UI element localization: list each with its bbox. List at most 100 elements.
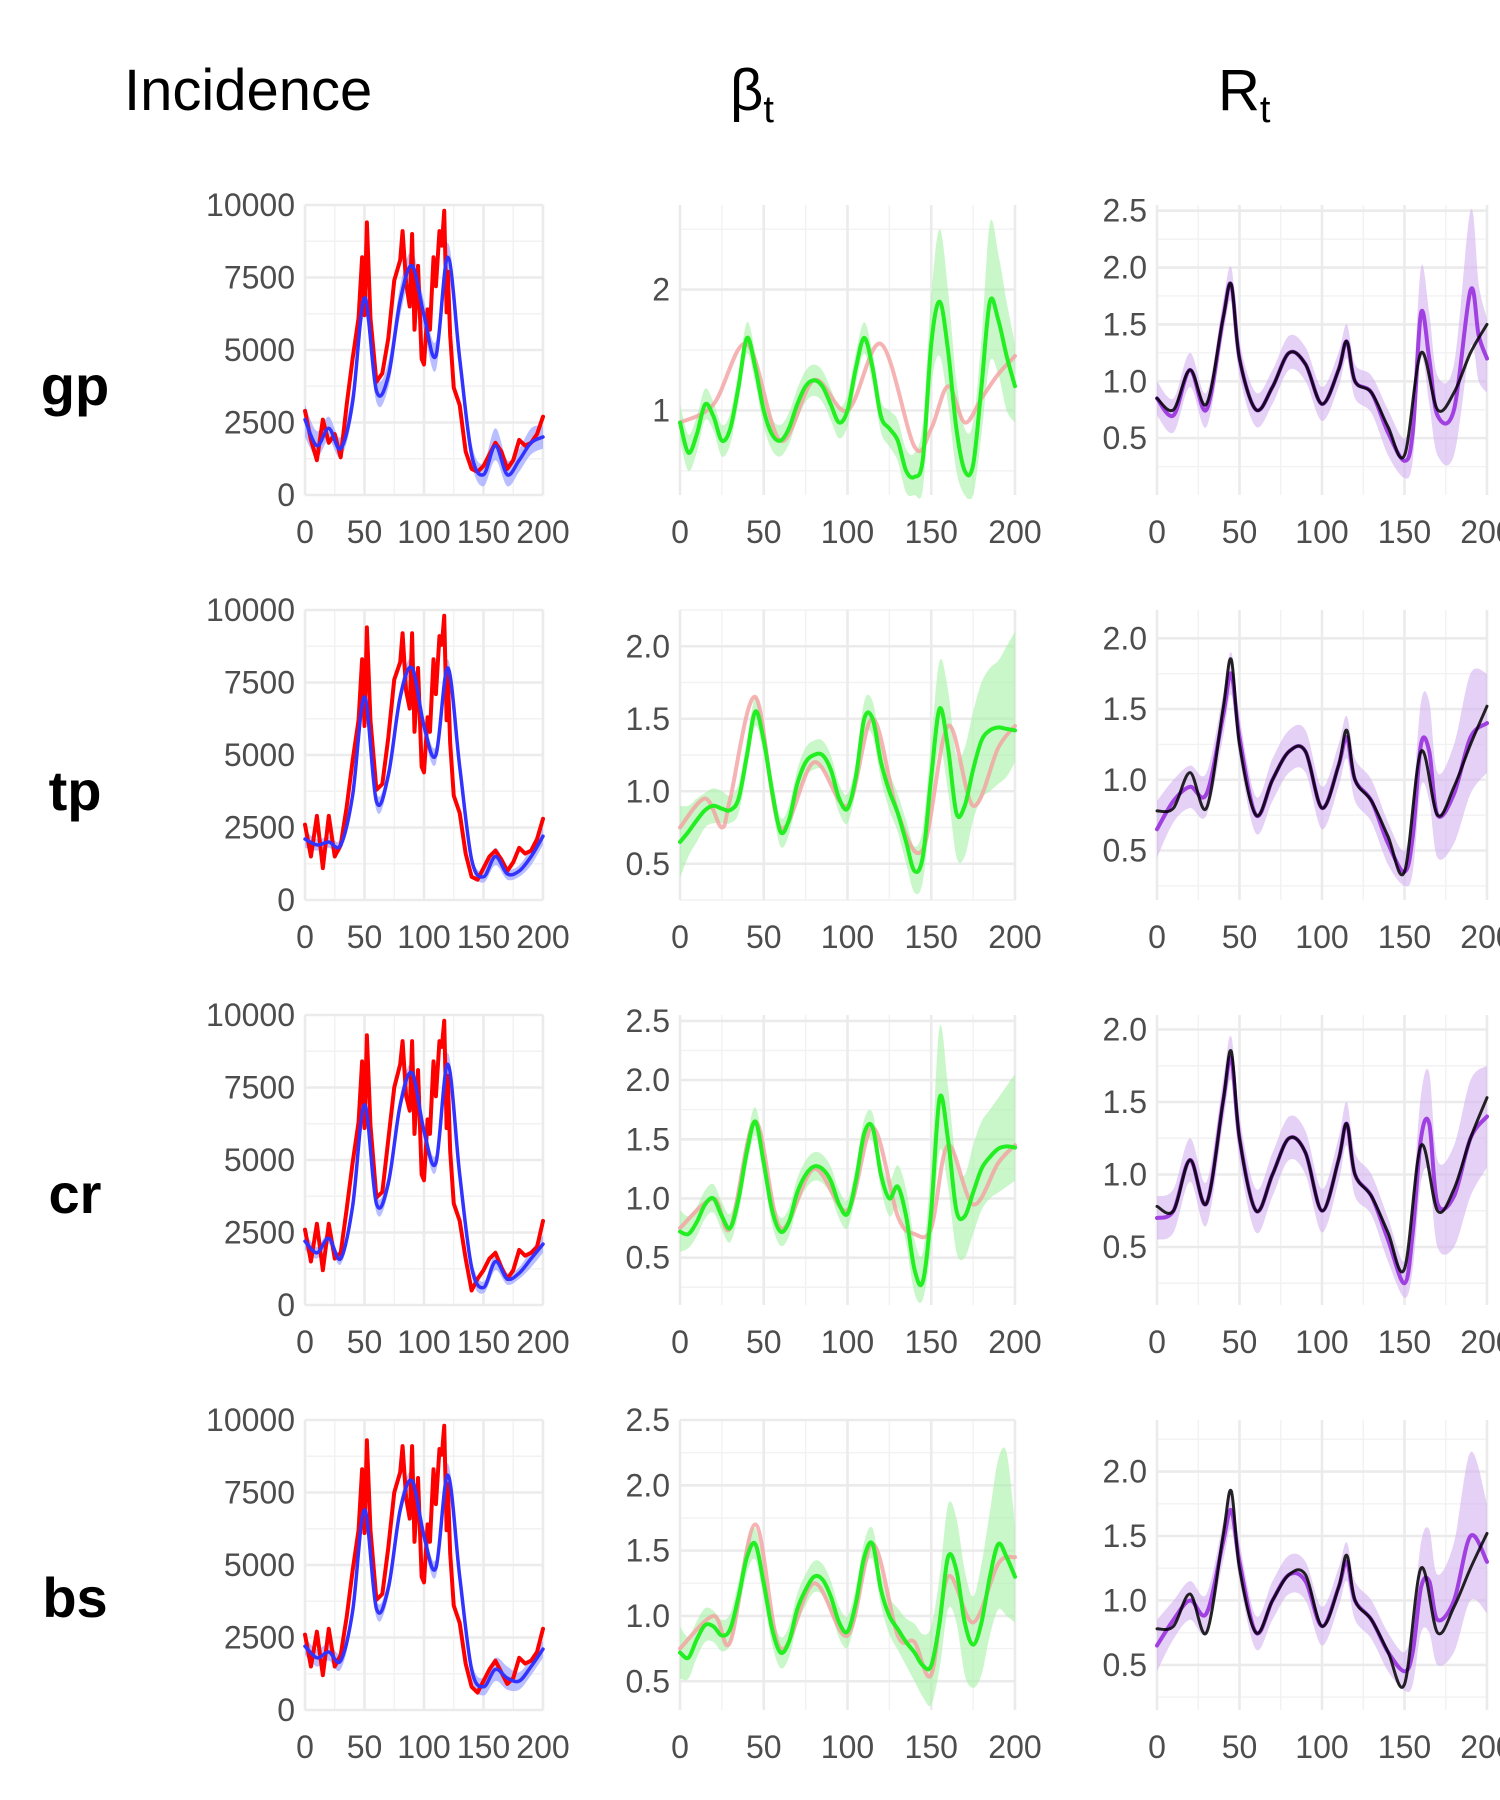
series-layer <box>1155 1451 1489 1693</box>
y-tick-label: 1.0 <box>1103 762 1147 798</box>
x-tick-label: 150 <box>457 1324 510 1360</box>
y-tick-label: 0 <box>277 1692 295 1728</box>
confidence-band <box>680 1447 1015 1707</box>
x-tick-label: 100 <box>397 1729 450 1765</box>
x-tick-label: 100 <box>1295 919 1348 955</box>
x-tick-label: 50 <box>347 1729 383 1765</box>
y-tick-label: 2.0 <box>1103 250 1147 286</box>
x-tick-label: 200 <box>1460 1729 1500 1765</box>
axis-tick-labels: 0.5 1.0 1.5 2.0 2.5 0 50 100 150 200 <box>626 1003 1042 1360</box>
row-label-bs: bs <box>42 1566 107 1629</box>
y-tick-label: 0 <box>277 1287 295 1323</box>
y-tick-label: 5000 <box>224 737 295 773</box>
series-layer <box>1155 652 1489 887</box>
y-tick-label: 2500 <box>224 1620 295 1656</box>
x-tick-label: 0 <box>1148 514 1166 550</box>
fitted-incidence-line <box>303 665 545 879</box>
x-tick-label: 50 <box>1222 514 1258 550</box>
confidence-band <box>1157 652 1487 887</box>
y-tick-label: 10000 <box>206 592 295 628</box>
x-tick-label: 150 <box>905 514 958 550</box>
x-tick-label: 200 <box>516 1729 569 1765</box>
y-tick-label: 1.5 <box>626 1121 670 1157</box>
y-tick-label: 0.5 <box>626 1240 670 1276</box>
observed-incidence-line <box>303 1423 545 1695</box>
y-tick-label: 1.0 <box>1103 1582 1147 1618</box>
fitted-incidence-line <box>303 1473 545 1689</box>
axis-tick-labels: 0 2500 5000 7500 10000 0 50 100 150 200 <box>206 592 570 955</box>
x-tick-label: 200 <box>516 1324 569 1360</box>
y-tick-label: 1.0 <box>626 1180 670 1216</box>
column-title-rt: Rt <box>1218 58 1271 131</box>
y-tick-label: 10000 <box>206 187 295 223</box>
x-tick-label: 200 <box>1460 1324 1500 1360</box>
y-tick-label: 0 <box>277 477 295 513</box>
panel-gp-beta: 1 2 0 50 100 150 200 <box>652 205 1042 550</box>
panel-cr-beta: 0.5 1.0 1.5 2.0 2.5 0 50 100 150 200 <box>626 1003 1042 1360</box>
row-label-tp: tp <box>49 759 102 822</box>
true-rt-line <box>1155 1049 1489 1274</box>
x-tick-label: 100 <box>1295 1324 1348 1360</box>
y-tick-label: 2.0 <box>626 628 670 664</box>
column-title-incidence: Incidence <box>124 58 372 123</box>
beta-estimate-line <box>678 706 1017 874</box>
beta-estimate-line <box>678 1093 1017 1288</box>
x-tick-label: 50 <box>1222 919 1258 955</box>
x-tick-label: 200 <box>1460 919 1500 955</box>
y-tick-label: 1.0 <box>626 1598 670 1634</box>
series-layer <box>303 613 545 883</box>
y-tick-label: 7500 <box>224 260 295 296</box>
row-label-gp: gp <box>41 354 109 417</box>
fitted-incidence-line <box>303 1062 545 1290</box>
panel-tp-rt: 0.5 1.0 1.5 2.0 0 50 100 150 200 <box>1103 610 1500 955</box>
y-tick-label: 0.5 <box>1103 420 1147 456</box>
y-tick-label: 5000 <box>224 1142 295 1178</box>
y-tick-label: 2.0 <box>626 1467 670 1503</box>
series-layer <box>678 631 1017 895</box>
y-tick-label: 2.5 <box>626 1402 670 1438</box>
true-rt-line <box>1155 1488 1489 1689</box>
axis-tick-labels: 0 2500 5000 7500 10000 0 50 100 150 200 <box>206 1402 570 1765</box>
axis-tick-labels: 0.5 1.0 1.5 2.0 0 50 100 150 200 <box>1103 1012 1500 1361</box>
y-tick-label: 2500 <box>224 405 295 441</box>
y-tick-label: 2500 <box>224 810 295 846</box>
y-tick-label: 7500 <box>224 665 295 701</box>
y-tick-label: 5000 <box>224 332 295 368</box>
series-layer <box>1155 1035 1489 1298</box>
x-tick-label: 200 <box>516 919 569 955</box>
x-tick-label: 150 <box>1378 1729 1431 1765</box>
x-tick-label: 50 <box>347 1324 383 1360</box>
x-tick-label: 50 <box>347 919 383 955</box>
x-tick-label: 200 <box>516 514 569 550</box>
y-tick-label: 7500 <box>224 1475 295 1511</box>
y-tick-label: 1.5 <box>1103 1084 1147 1120</box>
y-tick-label: 0.5 <box>626 846 670 882</box>
series-layer <box>678 1447 1017 1707</box>
column-title-beta: βt <box>730 58 774 131</box>
row-label-cr: cr <box>49 1162 102 1225</box>
y-tick-label: 2500 <box>224 1215 295 1251</box>
y-tick-label: 1.0 <box>1103 363 1147 399</box>
x-tick-label: 100 <box>397 919 450 955</box>
y-tick-label: 2.0 <box>1103 1012 1147 1048</box>
x-tick-label: 0 <box>296 1729 314 1765</box>
axis-tick-labels: 0.5 1.0 1.5 2.0 2.5 0 50 100 150 200 <box>626 1402 1042 1765</box>
confidence-band <box>680 1024 1015 1304</box>
x-tick-label: 0 <box>296 514 314 550</box>
y-tick-label: 5000 <box>224 1547 295 1583</box>
y-tick-label: 2.0 <box>1103 1454 1147 1490</box>
x-tick-label: 100 <box>1295 1729 1348 1765</box>
x-tick-label: 150 <box>905 919 958 955</box>
x-tick-label: 50 <box>746 1729 782 1765</box>
series-layer <box>303 1018 545 1294</box>
panel-cr-incidence: 0 2500 5000 7500 10000 0 50 100 150 200 <box>206 997 570 1360</box>
y-tick-label: 1.0 <box>1103 1157 1147 1193</box>
confidence-band <box>1157 209 1487 479</box>
x-tick-label: 0 <box>671 919 689 955</box>
x-tick-label: 200 <box>1460 514 1500 550</box>
panel-bs-beta: 0.5 1.0 1.5 2.0 2.5 0 50 100 150 200 <box>626 1402 1042 1765</box>
series-layer <box>1155 209 1489 479</box>
y-tick-label: 1.0 <box>626 773 670 809</box>
